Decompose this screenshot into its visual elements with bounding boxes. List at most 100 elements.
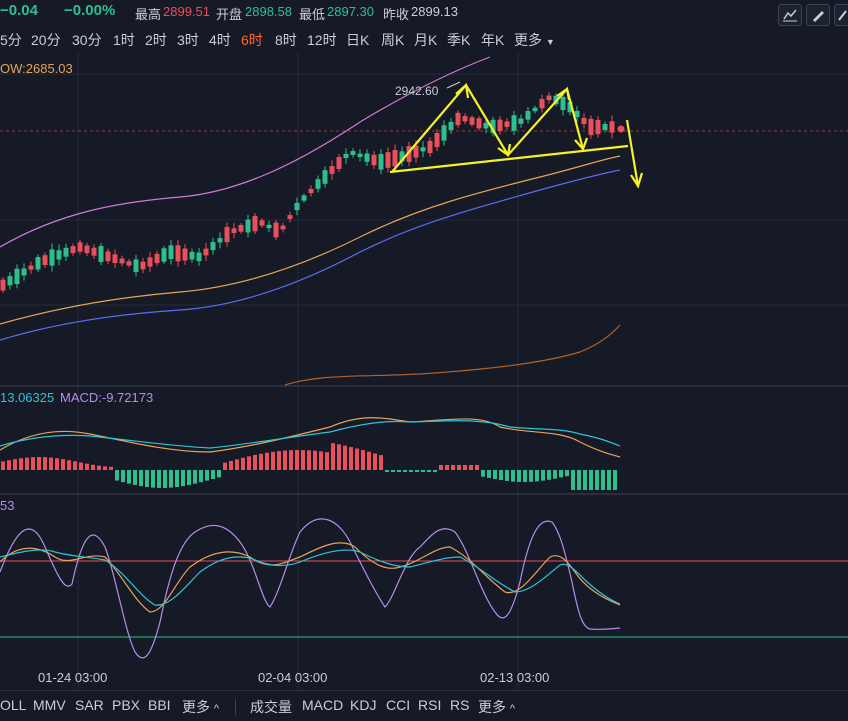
candle-body [602,124,608,130]
pattern-annotation [389,82,644,189]
tab-macd[interactable]: MACD [302,697,344,713]
macd-bar [31,457,35,470]
candle-body [259,220,265,226]
candle-body [21,268,27,276]
candle-body [0,279,6,291]
tab-20min[interactable]: 20分 [31,32,61,48]
open-value: 2898.58 [245,4,292,19]
macd-bar [481,470,485,477]
macd-bar [139,470,143,487]
macd-bar [559,470,563,478]
tab-5min[interactable]: 5分 [0,32,22,48]
more-sub-indicators[interactable]: 更多 ^ [478,697,515,717]
chart-area[interactable]: OW:2685.03 2942.60 13.06325 MACD:-9.7217… [0,52,848,690]
macd-bar [607,470,611,490]
candle-body [98,246,104,262]
tab-rsi[interactable]: RSI [418,697,442,713]
candle-body [490,119,496,134]
candlestick-series [0,91,615,294]
tab-12h[interactable]: 12时 [307,32,337,48]
tab-pbx[interactable]: PBX [112,697,141,713]
tab-3h[interactable]: 3时 [177,32,199,48]
macd-bar [535,470,539,482]
macd-bar [97,465,101,470]
more-timeframes[interactable]: 更多 ▼ [514,30,555,50]
candle-body [189,251,195,260]
low-value: 2897.30 [327,4,374,19]
macd-bar [205,470,209,481]
macd-bar [79,462,83,470]
peak-price-label: 2942.60 [395,84,439,98]
tab-mmv[interactable]: MMV [33,697,66,713]
main-indicator-label: OW:2685.03 [0,61,73,76]
candle-body [280,225,286,230]
tab-year[interactable]: 年K [481,32,505,48]
candle-body [546,95,552,101]
candle-body [112,254,118,263]
tab-2h[interactable]: 2时 [145,32,167,48]
more-main-indicators[interactable]: 更多 ^ [182,697,219,717]
macd-bar [571,470,575,490]
macd-bar [487,470,491,478]
tab-boll[interactable]: OLL [0,697,27,713]
indicator-bar: OLL MMV SAR PBX BBI 更多 ^ 成交量 MACD KDJ CC… [0,690,848,721]
macd-bar [49,457,53,470]
candle-body [399,151,405,162]
macd-bar [151,470,155,488]
candle-body [7,276,13,286]
candle-body [469,117,475,125]
macd-bar [301,450,305,470]
macd-bar [253,454,257,470]
macd-bar [277,451,281,470]
candle-body [511,115,517,131]
settings-icon[interactable] [834,4,848,26]
candle-body [455,112,461,126]
candle-body [560,96,566,111]
macd-bar [313,450,317,470]
kdj-d-line [0,542,621,613]
macd-bar [235,459,239,470]
macd-bar [109,466,113,470]
prev-close-label: 昨收 [383,7,410,22]
tab-month[interactable]: 月K [414,32,438,48]
macd-bar [121,470,125,483]
tab-cci[interactable]: CCI [386,697,411,713]
macd-histogram [1,443,617,490]
candle-body [161,248,167,262]
candle-body [329,166,335,174]
line-tool-icon[interactable] [778,4,802,26]
macd-bar [523,470,527,482]
timeframe-bar: 5分 20分 30分 1时 2时 3时 4时 6时 8时 12时 日K 周K 月… [0,26,848,50]
candle-body [434,133,440,147]
caret-up-icon: ^ [213,703,220,715]
tab-6h[interactable]: 6时 [241,32,263,48]
macd-bar [157,470,161,488]
tab-4h[interactable]: 4时 [209,32,231,48]
macd-bar [499,470,503,481]
x-axis-label-2: 02-04 03:00 [258,670,327,685]
more-label: 更多 [514,32,542,48]
candle-body [448,121,454,131]
tab-kdj[interactable]: KDJ [350,697,377,713]
candle-body [483,122,489,129]
tab-rs[interactable]: RS [450,697,470,713]
macd-bar [7,460,11,470]
tab-8h[interactable]: 8时 [275,32,297,48]
candle-body [238,224,244,232]
x-axis-label-1: 01-24 03:00 [38,670,107,685]
tab-day[interactable]: 日K [346,32,370,48]
draw-pen-icon[interactable] [806,4,830,26]
tab-volume[interactable]: 成交量 [250,699,292,715]
tab-bbi[interactable]: BBI [148,697,171,713]
tab-1h[interactable]: 1时 [113,32,135,48]
tab-week[interactable]: 周K [381,32,405,48]
low-label: 最低 [299,7,326,22]
candle-body [28,265,34,270]
macd-bar [529,470,533,482]
tab-quarter[interactable]: 季K [447,32,471,48]
candle-body [308,188,314,194]
macd-bar [433,470,437,472]
tab-sar[interactable]: SAR [75,697,104,713]
tab-30min[interactable]: 30分 [72,32,102,48]
macd-bar [475,465,479,470]
